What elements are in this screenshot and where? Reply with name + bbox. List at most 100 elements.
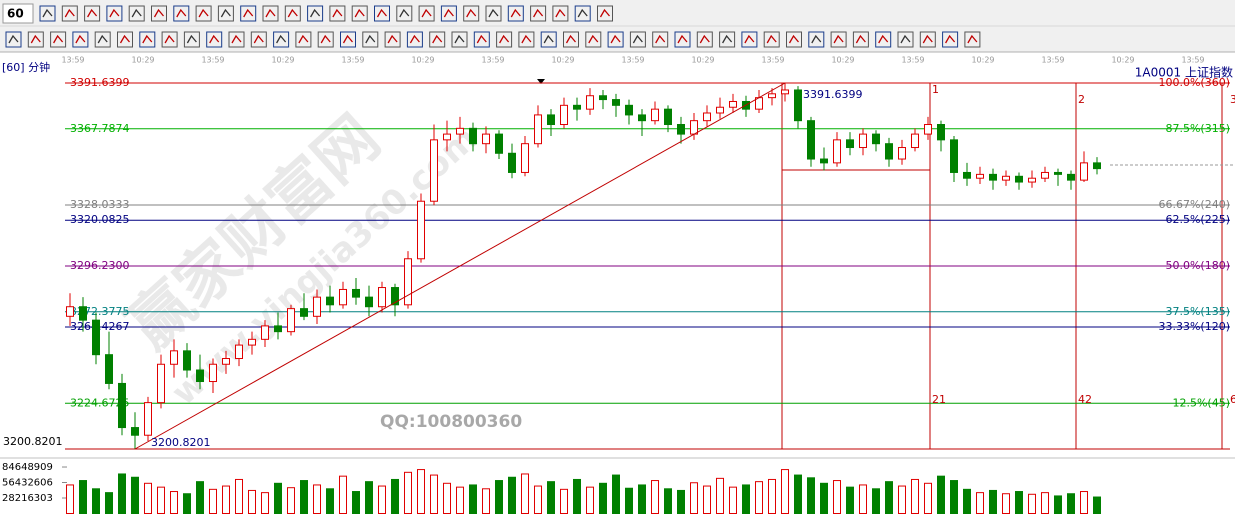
toolbar-icon[interactable] [139, 31, 156, 48]
toolbar-icon[interactable] [161, 31, 178, 48]
toolbar-icon[interactable] [94, 31, 111, 48]
toolbar-icon[interactable] [183, 31, 200, 48]
toolbar-icon-frame [897, 31, 914, 48]
toolbar-icon[interactable] [530, 5, 547, 22]
volume-bar [209, 488, 217, 515]
toolbar-icon[interactable] [72, 31, 89, 48]
toolbar-icon[interactable] [942, 31, 959, 48]
toolbar-icon[interactable] [106, 5, 123, 22]
toolbar-icon[interactable] [5, 31, 22, 48]
toolbar-icon-frame [942, 31, 959, 48]
volume-bar [456, 486, 464, 514]
toolbar-icon[interactable] [552, 5, 569, 22]
toolbar-icon[interactable] [317, 31, 334, 48]
toolbar-icon[interactable] [763, 31, 780, 48]
toolbar-icon[interactable] [964, 31, 981, 48]
toolbar-icon[interactable] [451, 31, 468, 48]
toolbar-icon[interactable] [629, 31, 646, 48]
toolbar-icon[interactable] [240, 5, 257, 22]
toolbar-icon[interactable] [273, 31, 290, 48]
volume-bar [586, 486, 594, 514]
toolbar-icon[interactable] [574, 5, 591, 22]
toolbar-icon[interactable] [719, 31, 736, 48]
toolbar-icon[interactable] [741, 31, 758, 48]
volume-bar [391, 478, 399, 514]
toolbar-icon[interactable] [919, 31, 936, 48]
toolbar-icon[interactable] [808, 31, 825, 48]
volume-bar [729, 486, 737, 514]
toolbar-icon[interactable] [597, 5, 613, 22]
toolbar-icon[interactable] [496, 31, 513, 48]
toolbar-icon-glyph [655, 34, 666, 44]
toolbar-icon[interactable] [50, 31, 67, 48]
toolbar-icon[interactable] [518, 31, 535, 48]
toolbar-icon-glyph [788, 34, 799, 44]
toolbar-icon[interactable] [329, 5, 346, 22]
volume-bar [235, 478, 243, 514]
toolbar-icon[interactable] [351, 5, 368, 22]
toolbar-icon[interactable] [485, 5, 502, 22]
toolbar-icon-glyph [354, 8, 365, 18]
candle-body [664, 108, 672, 126]
toolbar-icon[interactable] [897, 31, 914, 48]
toolbar-icon[interactable] [540, 31, 557, 48]
candle-body [365, 296, 373, 308]
toolbar-icon[interactable] [463, 5, 480, 22]
toolbar-icon[interactable] [117, 31, 133, 48]
toolbar-icon[interactable] [607, 31, 624, 48]
toolbar-icon[interactable] [206, 31, 223, 48]
toolbar-icon[interactable] [61, 5, 78, 22]
toolbar-icon[interactable] [307, 5, 324, 22]
toolbar-icon[interactable] [440, 5, 457, 22]
toolbar-icon[interactable] [173, 5, 190, 22]
toolbar-icon-frame [485, 5, 502, 22]
toolbar-icon[interactable] [696, 31, 713, 48]
toolbar-icon[interactable] [295, 31, 312, 48]
candle-body [1002, 175, 1010, 181]
toolbar-icon[interactable] [830, 31, 847, 48]
toolbar-icon-glyph [320, 34, 331, 44]
toolbar-icon[interactable] [396, 5, 413, 22]
toolbar-icon[interactable] [652, 31, 669, 48]
toolbar-icon[interactable] [374, 5, 390, 22]
toolbar-icon[interactable] [473, 31, 490, 48]
toolbar-icon[interactable] [507, 5, 524, 22]
candle-body [391, 287, 399, 306]
toolbar-icon[interactable] [563, 31, 579, 48]
toolbar-icon[interactable] [418, 5, 435, 22]
toolbar-icon[interactable] [39, 5, 56, 22]
toolbar-icon[interactable] [340, 31, 356, 48]
toolbar-icon[interactable] [674, 31, 691, 48]
toolbar-icon-frame [540, 31, 557, 48]
period-select-text: 60 [7, 7, 24, 21]
low-label: 3200.8201 [151, 436, 211, 449]
toolbar-icon[interactable] [875, 31, 892, 48]
toolbar-icon[interactable] [384, 31, 401, 48]
volume-bar [1015, 491, 1023, 514]
toolbar-icon[interactable] [128, 5, 145, 22]
toolbar-icon-glyph [521, 34, 532, 44]
cycle-label: 42 [1078, 393, 1092, 406]
toolbar-icon[interactable] [362, 31, 379, 48]
candle-body [92, 319, 100, 356]
toolbar-icon[interactable] [228, 31, 245, 48]
volume-bar [1002, 493, 1010, 515]
toolbar-icon[interactable] [585, 31, 602, 48]
toolbar-icon[interactable] [27, 31, 44, 48]
toolbar-icon[interactable] [406, 31, 423, 48]
toolbar-icon[interactable] [262, 5, 279, 22]
toolbar-icon[interactable] [195, 5, 212, 22]
toolbar-icon[interactable] [217, 5, 234, 22]
toolbar-icon[interactable] [429, 31, 446, 48]
toolbar-icon-glyph [399, 8, 410, 18]
toolbar-icon[interactable] [250, 31, 267, 48]
toolbar-icon[interactable] [84, 5, 101, 22]
volume-bar [183, 493, 191, 515]
toolbar-icon-frame [139, 31, 156, 48]
period-select[interactable] [2, 3, 34, 24]
toolbar-icon[interactable] [284, 5, 301, 22]
toolbar-icon[interactable] [151, 5, 167, 22]
toolbar-icon[interactable] [786, 31, 802, 48]
toolbar-icon[interactable] [852, 31, 869, 48]
toolbar-icon-frame [875, 31, 892, 48]
